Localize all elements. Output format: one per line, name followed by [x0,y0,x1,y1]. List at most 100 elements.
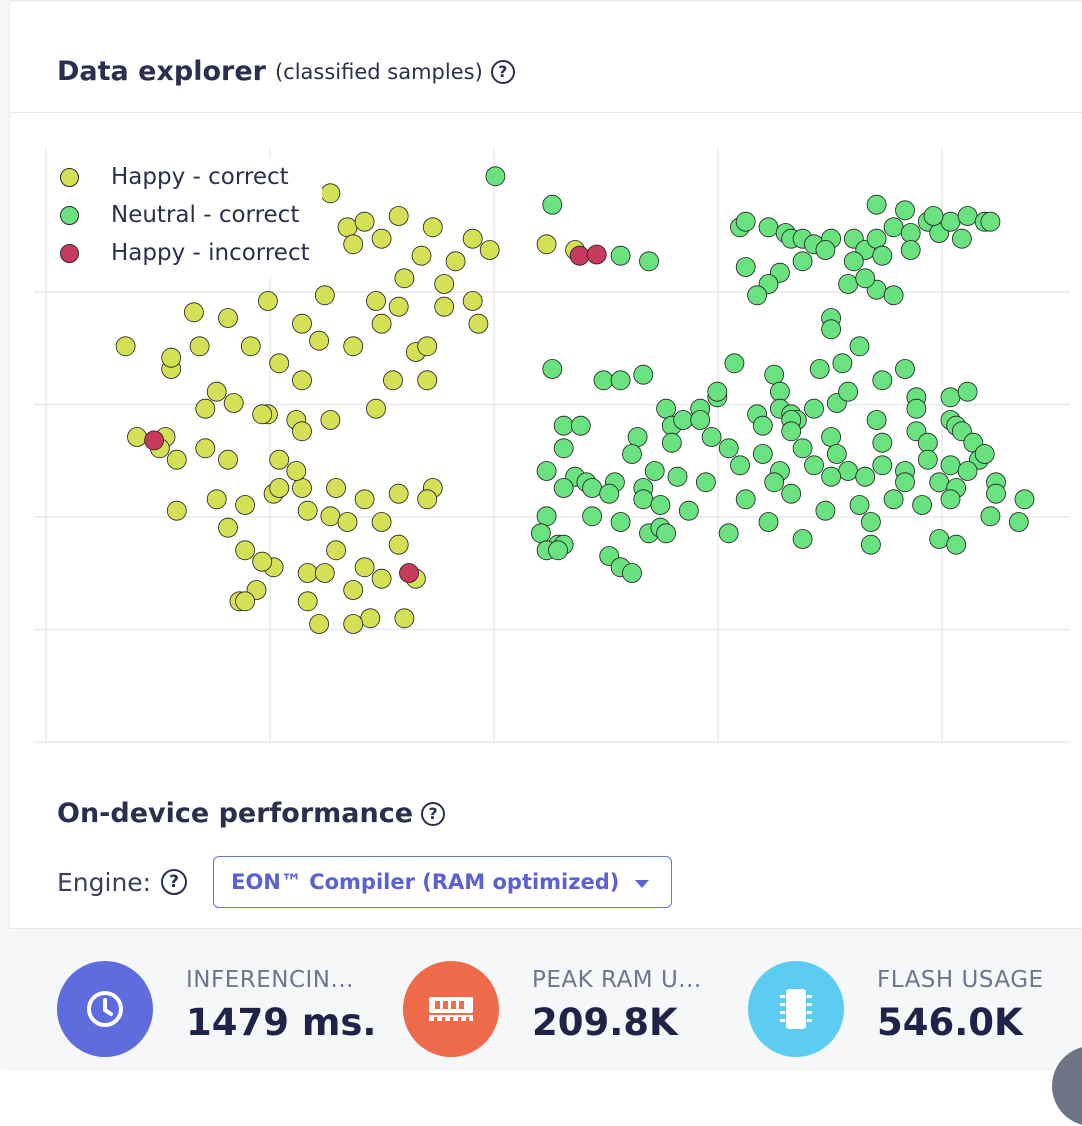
scatter-point[interactable] [821,427,841,447]
scatter-point[interactable] [582,506,602,527]
scatter-point[interactable] [542,194,563,215]
scatter-point[interactable] [468,313,489,334]
scatter-point[interactable] [337,512,358,532]
scatter-point[interactable] [644,461,665,481]
scatter-point[interactable] [354,557,375,578]
scatter-point[interactable] [388,296,409,317]
scatter-point[interactable] [895,359,915,379]
scatter-point[interactable] [166,449,187,470]
scatter-point[interactable] [792,529,813,549]
scatter-point[interactable] [986,483,1006,504]
scatter-point[interactable] [586,244,607,265]
scatter-point[interactable] [536,506,557,527]
scatter-point[interactable] [838,461,858,481]
scatter-point[interactable] [832,353,853,374]
scatter-point[interactable] [399,563,419,583]
scatter-point[interactable] [764,364,785,385]
scatter-point[interactable] [235,495,256,515]
scatter-point[interactable] [388,206,409,226]
scatter-point[interactable] [929,529,950,549]
scatter-point[interactable] [354,489,375,510]
scatter-point[interactable] [895,200,915,221]
question-circle-icon[interactable]: ? [161,869,188,895]
scatter-point[interactable] [531,523,551,544]
scatter-point[interactable] [952,228,972,249]
scatter-point[interactable] [582,478,602,498]
scatter-point[interactable] [252,551,273,572]
scatter-point[interactable] [144,430,165,451]
scatter-point[interactable] [553,478,574,498]
scatter-point[interactable] [843,251,864,272]
scatter-point[interactable] [292,313,312,334]
scatter-point[interactable] [923,206,944,226]
scatter-point[interactable] [861,512,881,532]
scatter-point[interactable] [269,478,290,498]
scatter-point[interactable] [218,517,238,538]
scatter-point[interactable] [610,512,631,532]
scatter-point[interactable] [610,245,631,266]
scatter-point[interactable] [166,500,187,521]
scatter-point[interactable] [940,455,961,476]
scatter-point[interactable] [855,466,876,487]
scatter-point[interactable] [724,353,745,374]
scatter-point[interactable] [235,591,256,612]
scatter-point[interactable] [286,461,307,481]
scatter-point[interactable] [223,393,244,413]
scatter-point[interactable] [326,540,347,561]
scatter-point[interactable] [752,415,773,436]
scatter-point[interactable] [309,330,330,351]
scatter-point[interactable] [445,251,466,272]
scatter-point[interactable] [218,449,238,470]
scatter-point[interactable] [235,540,256,561]
scatter-point[interactable] [320,506,341,527]
scatter-point[interactable] [718,438,739,459]
scatter-point[interactable] [872,245,893,266]
scatter-point[interactable] [183,302,204,323]
scatter-point[interactable] [479,240,500,260]
scatter-point[interactable] [883,489,904,510]
scatter-point[interactable] [940,387,961,408]
scatter-point[interactable] [366,398,386,419]
scatter-point[interactable] [320,183,341,204]
scatter-point[interactable] [883,217,904,238]
scatter-point[interactable] [548,540,568,561]
scatter-point[interactable] [206,381,227,402]
scatter-point[interactable] [161,347,182,368]
scatter-point[interactable] [411,245,432,266]
scatter-point[interactable] [206,489,227,510]
scatter-point[interactable] [542,359,563,379]
scatter-point[interactable] [337,217,358,238]
scatter-point[interactable] [633,489,654,510]
scatter-point[interactable] [861,534,881,555]
scatter-point[interactable] [866,194,887,215]
scatter-point[interactable] [462,291,483,311]
scatter-point[interactable] [622,563,642,583]
scatter-point[interactable] [940,489,961,510]
scatter-point[interactable] [917,432,938,453]
scatter-point[interactable] [570,415,591,436]
scatter-point[interactable] [292,370,312,391]
scatter-point[interactable] [809,359,830,379]
scatter-point[interactable] [292,421,312,442]
scatter-point[interactable] [650,495,671,515]
scatter-point[interactable] [269,449,290,470]
scatter-point[interactable] [957,461,978,481]
scatter-point[interactable] [599,483,620,504]
scatter-point[interactable] [627,427,648,447]
scatter-point[interactable] [218,308,238,328]
scatter-point[interactable] [752,444,773,464]
scatter-point[interactable] [718,523,739,544]
scatter-point[interactable] [417,370,438,391]
scatter-point[interactable] [980,211,1001,232]
scatter-point[interactable] [485,166,506,187]
scatter-point[interactable] [1014,489,1035,510]
scatter-point[interactable] [394,608,415,629]
scatter-point[interactable] [957,381,978,402]
scatter-point[interactable] [883,285,904,306]
scatter-point[interactable] [195,438,216,459]
scatter-point[interactable] [297,591,318,612]
scatter-point[interactable] [792,438,813,459]
scatter-point[interactable] [661,432,682,453]
scatter-point[interactable] [872,455,893,476]
scatter-point[interactable] [371,512,392,532]
